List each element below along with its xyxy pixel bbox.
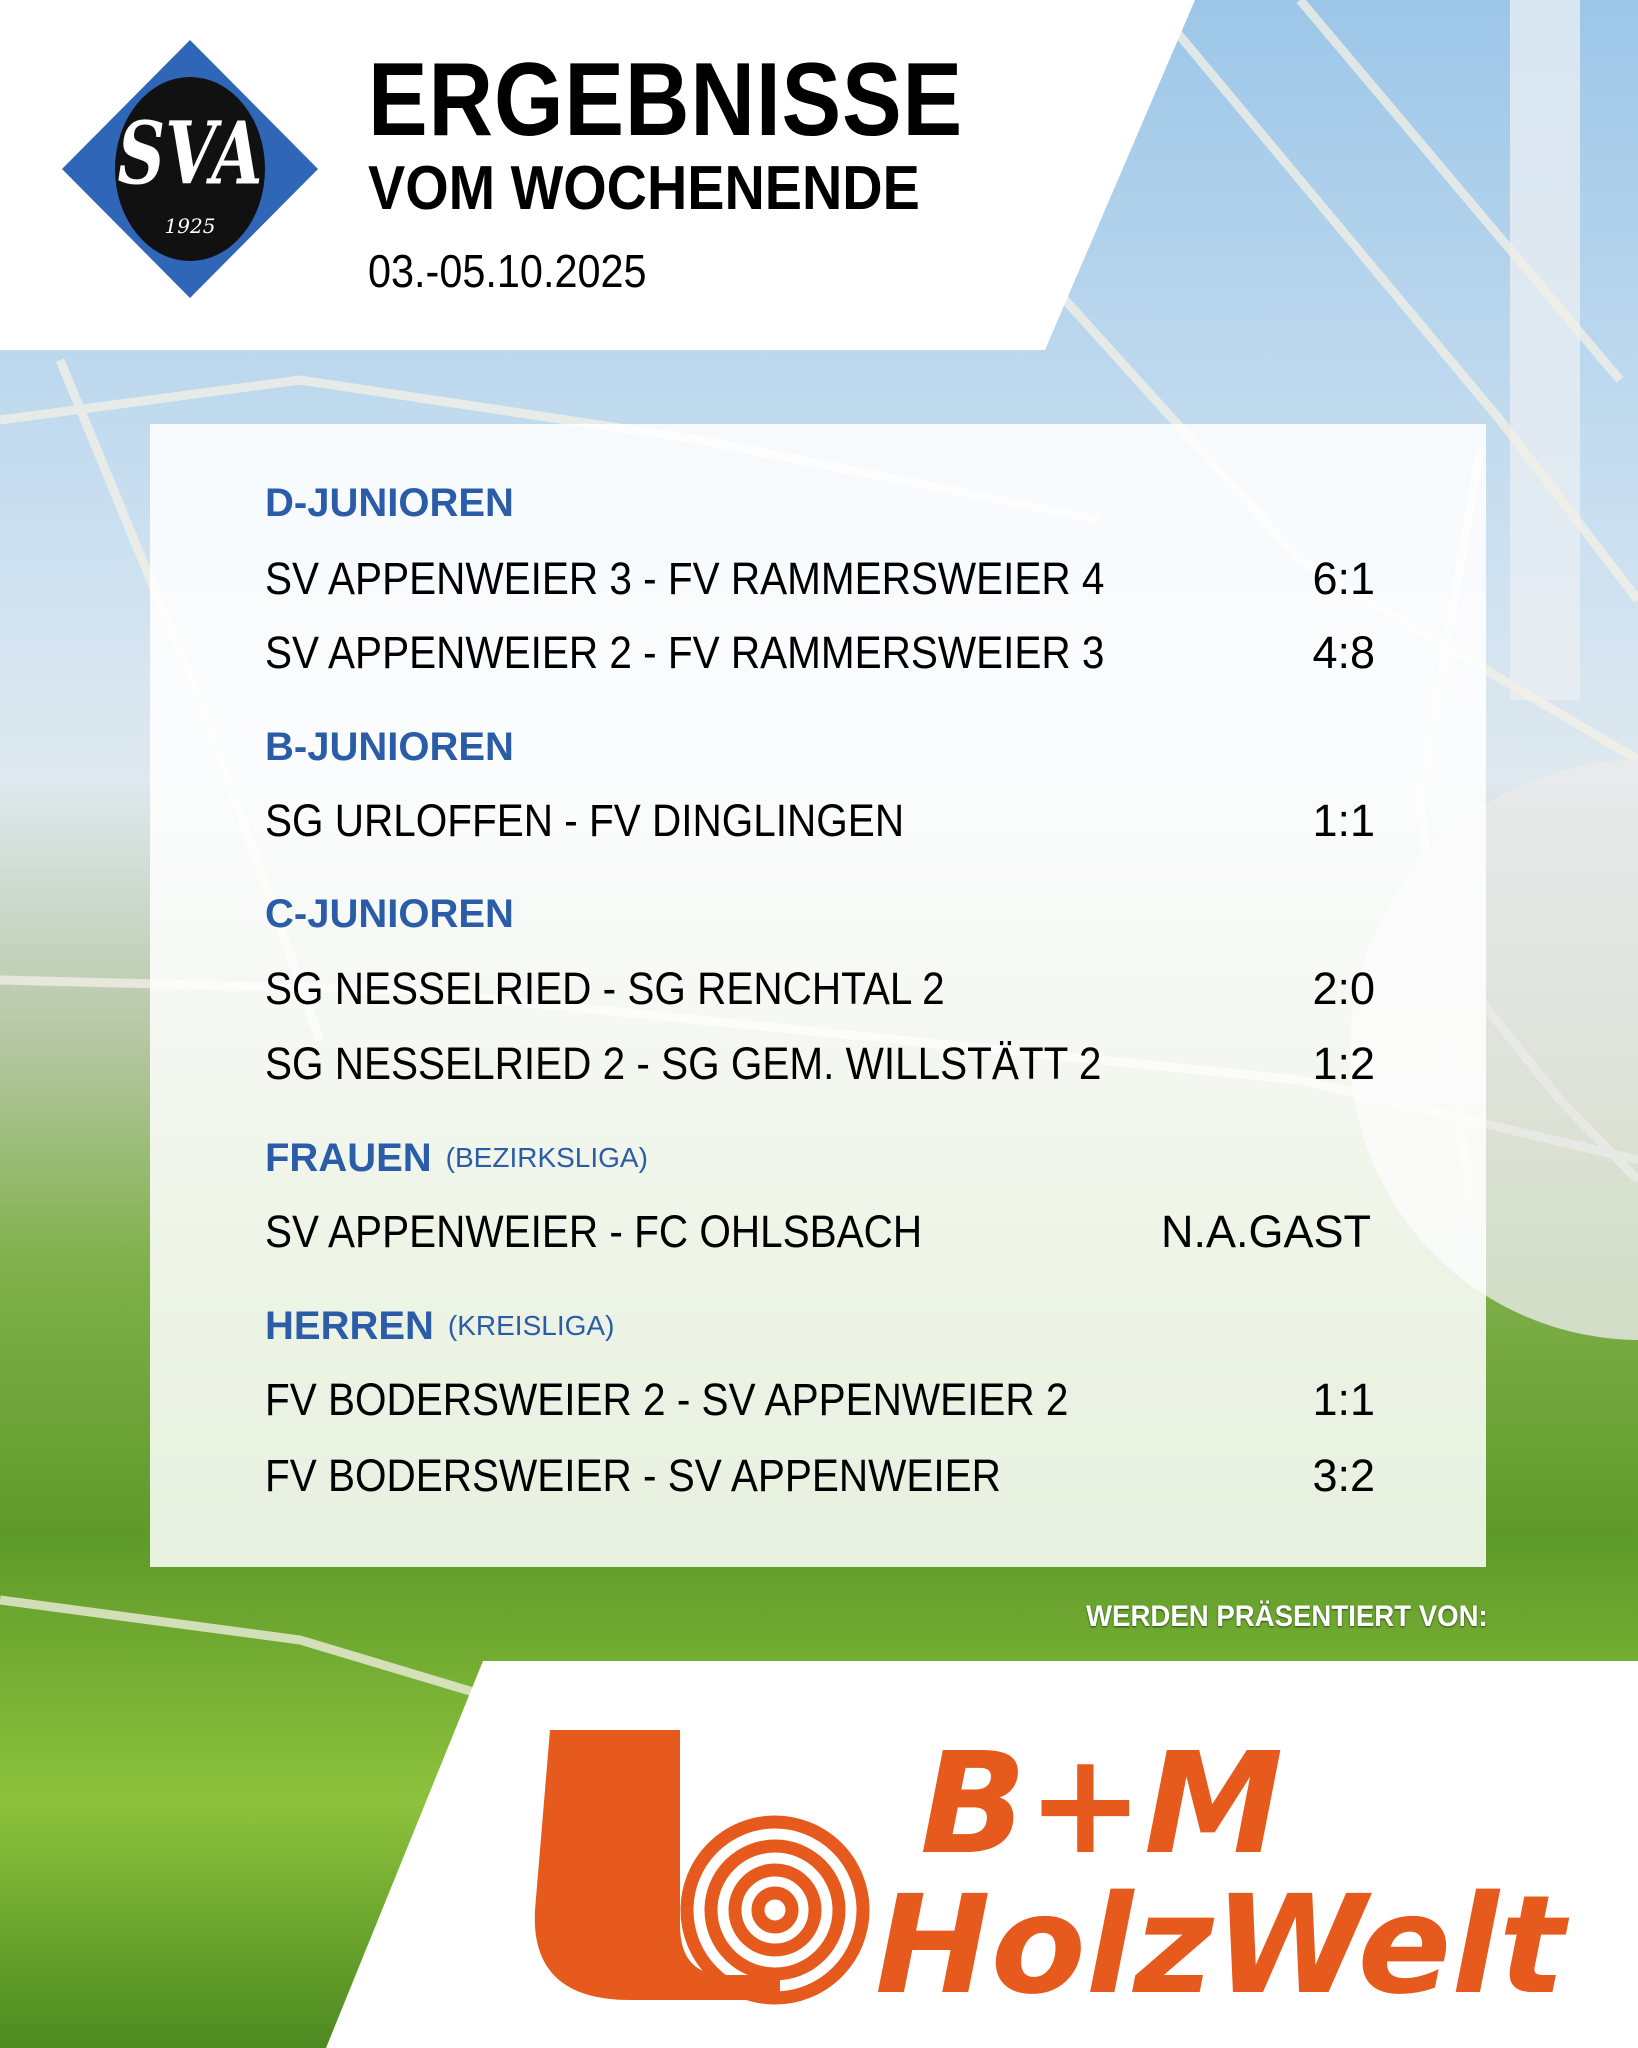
title: ERGEBNISSE [368, 42, 964, 158]
section-league: (KREISLIGA) [447, 1310, 615, 1341]
subtitle: VOM WOCHENENDE [368, 154, 920, 223]
section-title: B-JUNIOREN [265, 724, 514, 769]
section-title: FRAUEN [265, 1135, 432, 1180]
svg-text:1925: 1925 [165, 214, 216, 238]
match-score: 3:2 [1312, 1450, 1375, 1501]
match-score: 1:1 [1312, 1374, 1375, 1425]
match-teams: SG URLOFFEN - FV DINGLINGEN [265, 795, 905, 846]
match-teams: SV APPENWEIER - FC OHLSBACH [265, 1206, 923, 1257]
match-row: FV BODERSWEIER - SV APPENWEIER 3:2 [265, 1446, 1375, 1506]
match-teams: FV BODERSWEIER 2 - SV APPENWEIER 2 [265, 1374, 1069, 1425]
match-row: SG URLOFFEN - FV DINGLINGEN 1:1 [265, 791, 1375, 851]
section-title: C-JUNIOREN [265, 891, 514, 936]
match-teams: SG NESSELRIED 2 - SG GEM. WILLSTÄTT 2 [265, 1038, 1102, 1089]
match-score: 6:1 [1312, 553, 1375, 604]
match-row: SV APPENWEIER 3 - FV RAMMERSWEIER 4 6:1 [265, 549, 1375, 609]
section-heading-c-junioren: C-JUNIOREN [265, 884, 1375, 944]
section-heading-d-junioren: D-JUNIOREN [265, 473, 1375, 533]
svg-text:SVA: SVA [118, 104, 263, 205]
results-panel [150, 424, 1486, 1567]
match-teams: FV BODERSWEIER - SV APPENWEIER [265, 1450, 1001, 1501]
section-heading-herren: HERREN (KREISLIGA) [265, 1296, 1375, 1356]
match-score: 4:8 [1312, 627, 1375, 678]
match-teams: SV APPENWEIER 2 - FV RAMMERSWEIER 3 [265, 627, 1105, 678]
club-logo: SVA 1925 [62, 40, 318, 298]
date-range: 03.-05.10.2025 [368, 245, 647, 297]
match-score: 2:0 [1312, 963, 1375, 1014]
sponsor-name-line2: HolzWelt [875, 1867, 1570, 2010]
match-score: N.A.GAST [1160, 1206, 1371, 1257]
section-heading-frauen: FRAUEN (BEZIRKSLIGA) [265, 1128, 1375, 1188]
match-score: 1:2 [1312, 1038, 1375, 1089]
sponsor-intro: WERDEN PRÄSENTIERT VON: [1086, 1600, 1488, 1633]
match-row: SG NESSELRIED - SG RENCHTAL 2 2:0 [265, 959, 1375, 1019]
sponsor-name-line1: B+M [920, 1723, 1283, 1886]
section-title: HERREN [265, 1303, 434, 1348]
match-row: SV APPENWEIER 2 - FV RAMMERSWEIER 3 4:8 [265, 623, 1375, 683]
section-league: (BEZIRKSLIGA) [445, 1142, 648, 1173]
match-score: 1:1 [1312, 795, 1375, 846]
match-row: SV APPENWEIER - FC OHLSBACH N.A.GAST [265, 1202, 1375, 1262]
section-heading-b-junioren: B-JUNIOREN [265, 717, 1375, 777]
sponsor-logo: B+M HolzWelt [534, 1723, 1570, 2010]
section-title: D-JUNIOREN [265, 480, 514, 525]
match-row: FV BODERSWEIER 2 - SV APPENWEIER 2 1:1 [265, 1370, 1375, 1430]
match-teams: SV APPENWEIER 3 - FV RAMMERSWEIER 4 [265, 553, 1105, 604]
match-teams: SG NESSELRIED - SG RENCHTAL 2 [265, 963, 945, 1014]
match-row: SG NESSELRIED 2 - SG GEM. WILLSTÄTT 2 1:2 [265, 1034, 1375, 1094]
